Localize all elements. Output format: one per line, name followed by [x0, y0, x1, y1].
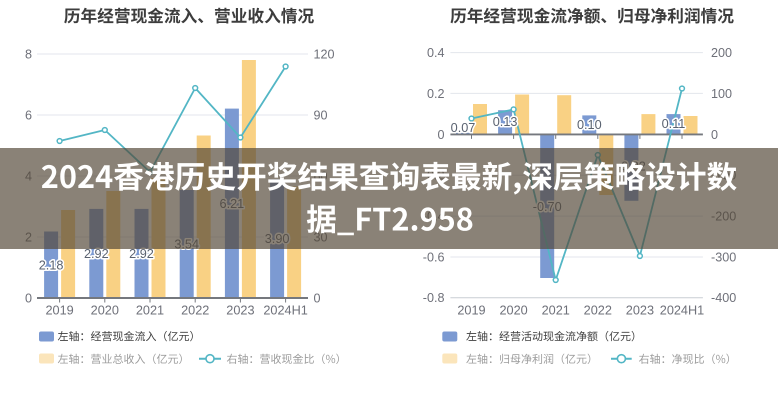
svg-text:0.10: 0.10: [577, 118, 602, 132]
svg-text:2019: 2019: [457, 304, 485, 318]
svg-text:90: 90: [314, 108, 328, 122]
svg-text:2021: 2021: [542, 304, 570, 318]
svg-text:2.92: 2.92: [129, 247, 154, 261]
svg-text:120: 120: [314, 47, 335, 61]
svg-text:2022: 2022: [181, 304, 209, 318]
svg-text:2023: 2023: [626, 304, 654, 318]
svg-text:2024H1: 2024H1: [263, 304, 307, 318]
svg-text:100: 100: [711, 87, 732, 101]
svg-text:2019: 2019: [45, 304, 73, 318]
svg-text:2021: 2021: [136, 304, 164, 318]
svg-text:8: 8: [25, 47, 32, 61]
svg-text:0.13: 0.13: [493, 115, 518, 129]
svg-text:2024H1: 2024H1: [660, 304, 704, 318]
svg-text:2022: 2022: [584, 304, 612, 318]
svg-text:0: 0: [437, 128, 444, 142]
svg-text:0.4: 0.4: [427, 46, 445, 60]
svg-text:0.07: 0.07: [451, 121, 476, 135]
svg-text:-400: -400: [711, 291, 736, 305]
svg-text:0.11: 0.11: [662, 117, 686, 131]
svg-text:0: 0: [314, 291, 321, 305]
svg-text:0: 0: [711, 128, 718, 142]
svg-text:-0.6: -0.6: [423, 250, 445, 264]
svg-text:2.92: 2.92: [84, 247, 109, 261]
svg-text:-300: -300: [711, 250, 736, 264]
svg-text:0: 0: [25, 291, 32, 305]
svg-text:-0.8: -0.8: [423, 291, 445, 305]
svg-text:2023: 2023: [226, 304, 254, 318]
svg-text:2020: 2020: [91, 304, 119, 318]
svg-text:200: 200: [711, 46, 732, 60]
svg-text:0.2: 0.2: [427, 87, 445, 101]
svg-text:2.18: 2.18: [39, 258, 64, 272]
svg-text:2020: 2020: [499, 304, 527, 318]
svg-text:6: 6: [25, 108, 32, 122]
